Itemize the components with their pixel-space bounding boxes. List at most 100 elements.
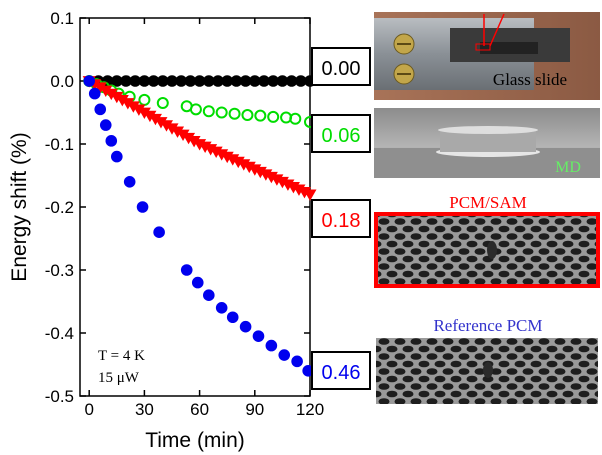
data-point bbox=[115, 95, 129, 107]
x-tick-label: 60 bbox=[190, 400, 209, 419]
reference-series bbox=[83, 75, 316, 87]
data-point bbox=[212, 75, 224, 87]
data-point bbox=[129, 75, 141, 87]
data-point bbox=[132, 104, 146, 116]
data-point bbox=[138, 75, 151, 87]
data-point bbox=[157, 75, 169, 87]
data-point bbox=[120, 75, 132, 87]
data-point bbox=[159, 120, 173, 132]
pcm-sam-highlight-frame bbox=[374, 212, 600, 288]
data-point bbox=[265, 339, 278, 352]
data-point bbox=[153, 226, 165, 238]
y-tick-label: -0.2 bbox=[45, 198, 74, 217]
x-tick-label: 0 bbox=[84, 400, 93, 419]
data-point bbox=[278, 349, 291, 361]
data-point bbox=[295, 75, 307, 87]
data-point bbox=[215, 106, 228, 119]
data-point bbox=[239, 320, 252, 333]
data-point bbox=[254, 109, 267, 122]
data-point bbox=[203, 289, 215, 302]
data-point bbox=[193, 75, 206, 87]
data-point bbox=[276, 75, 289, 87]
reference-pcm-series bbox=[83, 75, 314, 377]
y-tick-label: -0.5 bbox=[45, 387, 74, 406]
data-point bbox=[126, 101, 140, 113]
data-point bbox=[215, 302, 228, 314]
reference-pcm-panel: Reference PCM bbox=[376, 316, 598, 404]
power-annotation: 15 μW bbox=[98, 370, 140, 386]
data-point bbox=[175, 75, 187, 87]
reference-pcm-label: Reference PCM bbox=[433, 316, 542, 335]
data-point bbox=[136, 201, 149, 213]
data-point bbox=[184, 75, 197, 87]
pcm-sam-label: PCM/SAM bbox=[449, 193, 526, 212]
data-point bbox=[137, 107, 151, 119]
y-tick-label: 0.1 bbox=[50, 9, 74, 28]
data-point bbox=[267, 110, 280, 123]
plot-frame bbox=[79, 17, 311, 397]
data-point bbox=[230, 75, 243, 87]
data-point bbox=[267, 75, 280, 87]
data-point bbox=[221, 75, 233, 87]
glass-slide-label: Glass slide bbox=[493, 70, 567, 89]
data-point bbox=[203, 75, 215, 87]
data-point bbox=[182, 132, 196, 145]
data-point bbox=[104, 88, 118, 101]
data-point bbox=[176, 129, 190, 142]
y-tick-label: -0.3 bbox=[45, 261, 74, 280]
x-axis-label: Time (min) bbox=[145, 429, 245, 452]
data-point bbox=[187, 135, 201, 148]
data-point bbox=[154, 117, 168, 129]
data-point bbox=[166, 75, 178, 87]
data-point bbox=[241, 109, 254, 122]
data-point bbox=[291, 355, 303, 368]
data-point bbox=[171, 126, 185, 138]
data-point bbox=[249, 75, 261, 87]
value-box-blue: 0.46 bbox=[322, 362, 361, 384]
data-point bbox=[110, 91, 124, 104]
x-axis-ticks: 0 30 60 90 120 bbox=[84, 18, 324, 419]
data-point bbox=[289, 112, 302, 125]
temperature-annotation: T = 4 K bbox=[98, 348, 145, 364]
data-point bbox=[88, 87, 101, 100]
data-point bbox=[189, 103, 202, 116]
value-box-green: 0.06 bbox=[322, 125, 361, 147]
data-point bbox=[83, 75, 95, 87]
y-tick-label: 0.0 bbox=[50, 72, 74, 91]
md-sem-image: MD bbox=[374, 108, 600, 178]
data-point bbox=[111, 75, 123, 87]
data-point bbox=[156, 97, 169, 110]
energy-shift-chart: 0.1 0.0 -0.1 -0.2 -0.3 -0.4 -0.5 0 30 60 90 120 En… bbox=[8, 9, 324, 452]
data-point bbox=[99, 85, 113, 97]
y-tick-label: -0.1 bbox=[45, 135, 74, 154]
value-box-black: 0.00 bbox=[322, 58, 361, 80]
data-series bbox=[82, 75, 317, 377]
value-box-red-frame bbox=[311, 199, 371, 238]
value-box-black-frame bbox=[311, 47, 371, 86]
data-point bbox=[228, 107, 241, 120]
x-tick-label: 120 bbox=[296, 400, 324, 419]
data-point bbox=[93, 82, 107, 94]
pcm-sam-series bbox=[82, 76, 317, 201]
x-tick-label: 90 bbox=[245, 400, 264, 419]
data-point bbox=[148, 113, 162, 126]
data-point bbox=[99, 119, 112, 131]
y-axis-ticks: 0.1 0.0 -0.1 -0.2 -0.3 -0.4 -0.5 bbox=[45, 9, 310, 406]
data-point bbox=[105, 135, 118, 147]
data-point bbox=[143, 110, 157, 123]
value-box-red: 0.18 bbox=[322, 210, 361, 232]
data-point bbox=[121, 98, 135, 110]
data-point bbox=[239, 75, 252, 87]
data-point bbox=[191, 276, 204, 289]
data-point bbox=[202, 105, 215, 118]
data-point bbox=[226, 311, 239, 324]
value-box-blue-frame bbox=[311, 351, 371, 390]
data-point bbox=[94, 103, 107, 116]
y-tick-label: -0.4 bbox=[45, 324, 74, 343]
data-point bbox=[258, 75, 270, 87]
value-box-green-frame bbox=[311, 114, 371, 153]
glass-slide-photo: Glass slide bbox=[374, 12, 600, 100]
data-point bbox=[180, 264, 193, 276]
y-axis-label: Energy shift (%) bbox=[8, 132, 31, 281]
